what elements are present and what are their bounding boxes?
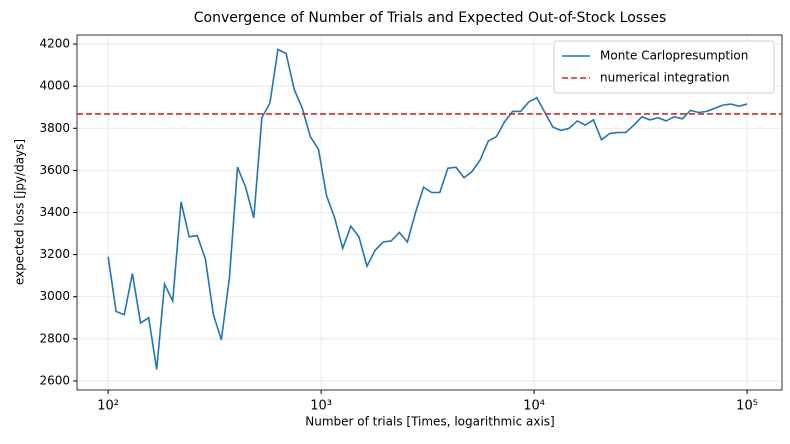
legend-box (553, 40, 775, 94)
y-tick-label: 3600 (39, 163, 70, 177)
y-tick-label: 2600 (39, 373, 70, 387)
chart-title: Convergence of Number of Trials and Expe… (194, 10, 667, 26)
y-tick-label: 3200 (39, 247, 70, 261)
x-axis-label: Number of trials [Times, logarithmic axi… (305, 415, 554, 429)
y-tick-label: 3400 (39, 205, 70, 219)
x-tick-label: 10² (97, 399, 119, 414)
line-series (107, 48, 748, 370)
y-tick-label: 3800 (39, 121, 70, 135)
y-tick-label: 4000 (39, 79, 70, 93)
plot-frame (76, 34, 783, 391)
x-tick-label: 10⁴ (523, 399, 545, 414)
y-tick-label: 4200 (39, 37, 70, 51)
y-tick-label: 2800 (39, 331, 70, 345)
x-tick-label: 10⁵ (736, 399, 758, 414)
y-axis-label: expected loss [jpy/days] (13, 139, 27, 285)
legend-label: Monte Carlopresumption (600, 49, 748, 63)
y-tick-label: 3000 (39, 289, 70, 303)
legend: Monte Carlopresumption numerical integrat… (553, 40, 775, 94)
x-tick-label: 10³ (310, 399, 332, 414)
legend-label: numerical integration (600, 71, 730, 85)
